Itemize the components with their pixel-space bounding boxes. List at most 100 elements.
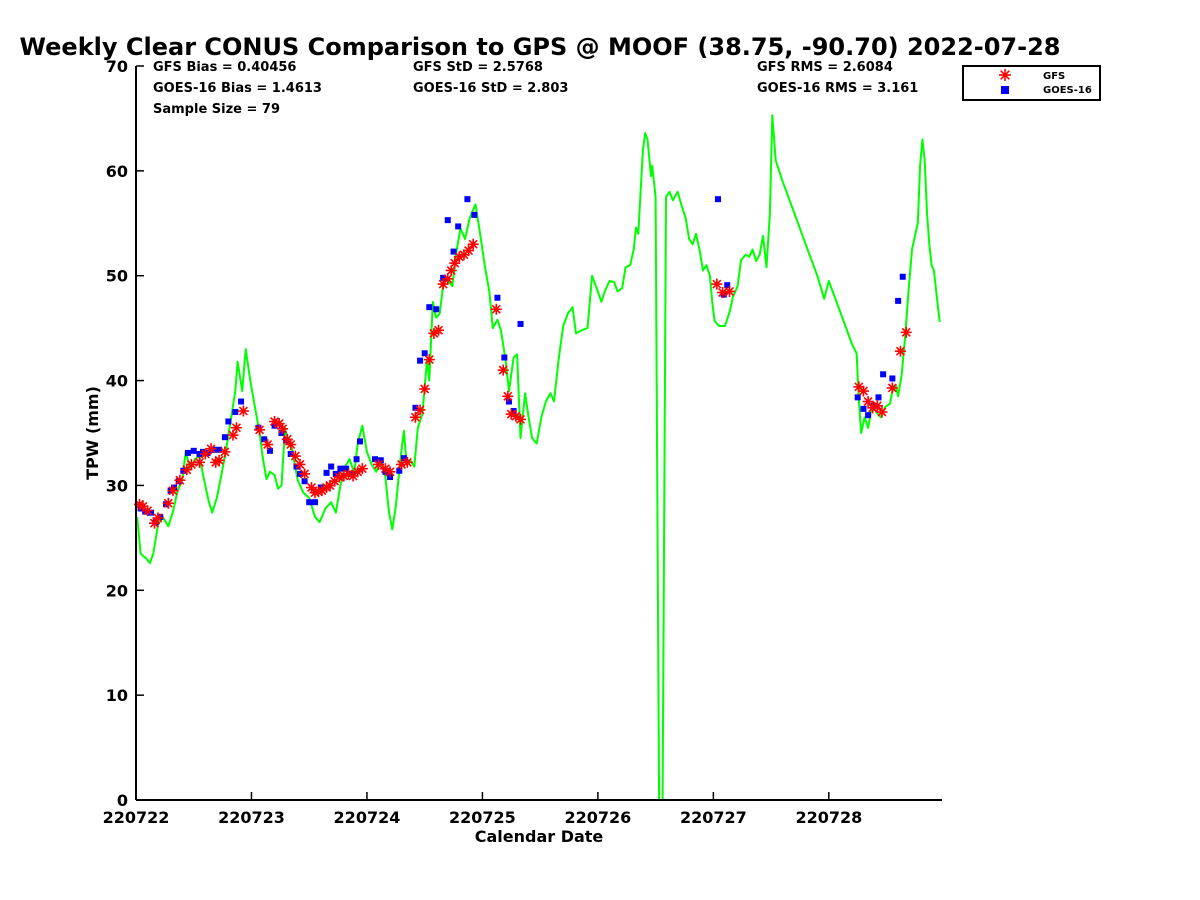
goes-16-point bbox=[421, 350, 428, 357]
goes-16-point bbox=[517, 320, 524, 327]
gfs-point bbox=[414, 404, 426, 416]
goes-16-point bbox=[238, 398, 245, 405]
goes-16-point bbox=[724, 282, 731, 289]
legend-gfs-marker bbox=[999, 69, 1011, 81]
gfs-point bbox=[213, 454, 225, 466]
chart-title: Weekly Clear CONUS Comparison to GPS @ M… bbox=[20, 33, 1061, 61]
goes-16-point bbox=[221, 434, 228, 441]
x-tick-label: 220725 bbox=[449, 808, 516, 827]
x-axis-label: Calendar Date bbox=[475, 827, 604, 846]
goes-16-point bbox=[293, 463, 300, 470]
gfs-point bbox=[281, 433, 293, 445]
goes-16-point bbox=[142, 508, 149, 515]
goes-16-point bbox=[501, 354, 508, 361]
y-tick-label: 10 bbox=[106, 686, 128, 705]
goes-16-point bbox=[216, 446, 223, 453]
gfs-point bbox=[277, 423, 289, 435]
gfs-point bbox=[185, 458, 197, 470]
gfs-point bbox=[237, 405, 249, 417]
goes-16-point bbox=[210, 446, 217, 453]
gfs-point bbox=[871, 400, 883, 412]
goes-16-point bbox=[372, 456, 379, 463]
y-tick-label: 30 bbox=[106, 476, 128, 495]
goes-16-point bbox=[353, 456, 360, 463]
gfs-point bbox=[342, 468, 354, 480]
goes-16-point bbox=[311, 499, 318, 506]
gfs-point bbox=[876, 406, 888, 418]
x-tick-label: 220726 bbox=[564, 808, 631, 827]
gfs-point bbox=[219, 446, 231, 458]
gfs-point bbox=[262, 439, 274, 451]
goes-16-point bbox=[337, 465, 344, 472]
gfs-point bbox=[205, 443, 217, 455]
y-tick-label: 60 bbox=[106, 162, 128, 181]
goes-16-point bbox=[157, 513, 164, 520]
gfs-point bbox=[230, 422, 242, 434]
y-tick-label: 50 bbox=[106, 267, 128, 286]
gfs-point bbox=[401, 456, 413, 468]
goes-16-point bbox=[163, 501, 170, 508]
goes-16-point bbox=[266, 447, 273, 454]
gfs-point bbox=[502, 390, 514, 402]
gfs-point bbox=[515, 413, 527, 425]
gfs-point bbox=[254, 424, 266, 436]
gfs-point bbox=[724, 285, 736, 297]
gfs-std-stat: GFS StD = 2.5768 bbox=[413, 60, 543, 75]
goes-16-point bbox=[190, 447, 197, 454]
gfs-point bbox=[900, 326, 912, 338]
gfs-point bbox=[199, 448, 211, 460]
gps-series-line bbox=[136, 114, 941, 801]
goes-16-point bbox=[440, 274, 447, 281]
goes-16-point bbox=[171, 484, 178, 491]
gfs-point bbox=[717, 286, 729, 298]
y-ticks: 0 10 20 30 40 50 60 70 bbox=[106, 57, 144, 810]
gfs-point bbox=[467, 238, 479, 250]
goes-16-point bbox=[225, 418, 232, 425]
gfs-point bbox=[862, 396, 874, 408]
goes-16-point bbox=[494, 294, 501, 301]
legend-goes-marker bbox=[1001, 86, 1009, 94]
goes-16-point bbox=[278, 430, 285, 436]
goes-16-point bbox=[426, 304, 433, 311]
gfs-bias-stat: GFS Bias = 0.40456 bbox=[153, 60, 296, 75]
gfs-point bbox=[857, 385, 869, 397]
axes bbox=[135, 66, 942, 801]
gfs-point bbox=[152, 512, 164, 524]
y-tick-label: 70 bbox=[106, 57, 128, 76]
gfs-point bbox=[299, 468, 311, 480]
y-tick-label: 40 bbox=[106, 372, 128, 391]
stats-block: GFS Bias = 0.40456 GOES-16 Bias = 1.4613… bbox=[153, 60, 918, 117]
gfs-point bbox=[285, 439, 297, 451]
legend-gfs-asterisk bbox=[999, 69, 1011, 81]
goes-16-point bbox=[854, 394, 861, 401]
goes-16-point bbox=[899, 273, 906, 280]
goes-bias-stat: GOES-16 Bias = 1.4613 bbox=[153, 81, 322, 96]
x-tick-label: 220723 bbox=[218, 808, 285, 827]
legend-gfs-label: GFS bbox=[1043, 71, 1065, 82]
plot-area bbox=[133, 114, 941, 801]
goes-16-point bbox=[317, 484, 324, 491]
goes-16-point bbox=[180, 467, 187, 474]
goes-16-point bbox=[232, 409, 239, 416]
goes-16-point bbox=[357, 438, 364, 445]
gfs-point bbox=[194, 456, 206, 468]
goes-16-point bbox=[261, 436, 268, 443]
gfs-point bbox=[437, 278, 449, 290]
gfs-point bbox=[433, 324, 445, 336]
gfs-point bbox=[490, 303, 502, 315]
gfs-point bbox=[142, 505, 154, 517]
gfs-point bbox=[711, 278, 723, 290]
goes-16-point bbox=[455, 223, 462, 230]
legend-box bbox=[962, 65, 1101, 101]
goes-std-stat: GOES-16 StD = 2.803 bbox=[413, 81, 568, 96]
x-ticks: 220722 220723 220724 220725 220726 220727 2207… bbox=[103, 792, 862, 827]
gfs-point bbox=[442, 273, 454, 285]
goes-16-point bbox=[875, 394, 882, 401]
x-tick-label: 220727 bbox=[680, 808, 747, 827]
x-tick-label: 220724 bbox=[334, 808, 401, 827]
goes-16-point bbox=[880, 371, 887, 378]
gfs-point bbox=[463, 245, 475, 257]
goes-16-point bbox=[323, 469, 330, 476]
gfs-point bbox=[894, 345, 906, 357]
